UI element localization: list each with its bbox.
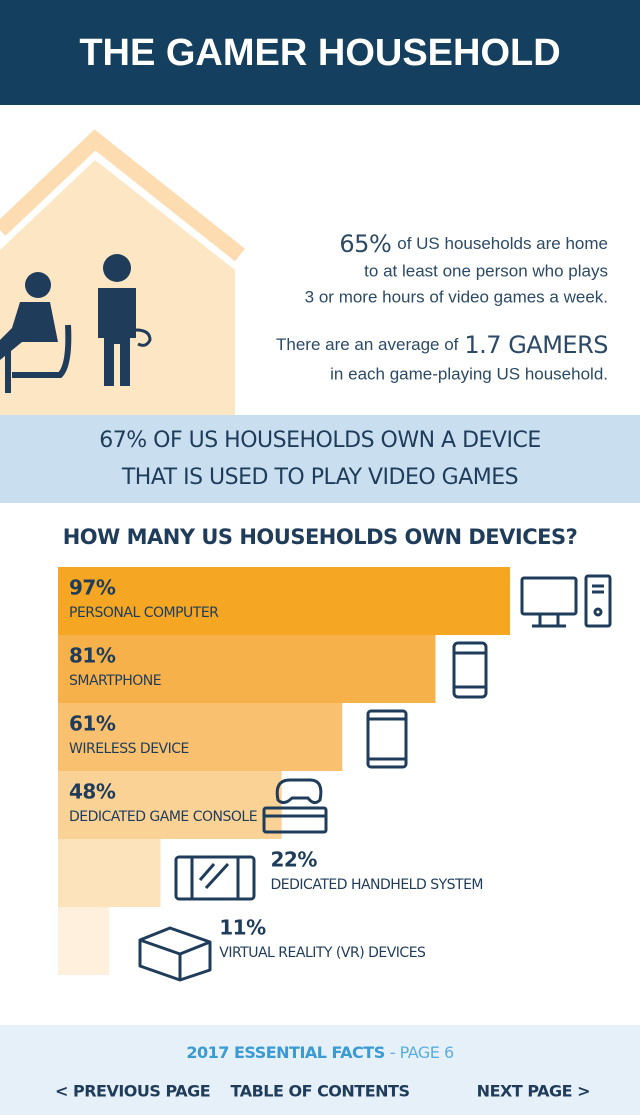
intro-line: to at least one person who plays	[364, 261, 608, 280]
house-illustration	[0, 129, 245, 415]
footer-page: 2017 ESSENTIAL FACTS - PAGE 6	[186, 1043, 454, 1062]
value-label: 61%	[69, 712, 116, 736]
category-label: DEDICATED HANDHELD SYSTEM	[271, 877, 484, 893]
next-link[interactable]: NEXT PAGE >	[477, 1082, 591, 1101]
intro-text: There are an average of	[276, 335, 459, 354]
device-icons	[138, 574, 612, 982]
category-label: DEDICATED GAME CONSOLE	[69, 809, 257, 825]
edition: 2017 ESSENTIAL FACTS	[186, 1043, 384, 1062]
intro-text: of US households are home	[397, 234, 608, 253]
bar	[58, 907, 110, 975]
bar	[58, 703, 343, 771]
category-label: VIRTUAL REALITY (VR) DEVICES	[219, 945, 426, 961]
toc-link[interactable]: TABLE OF CONTENTS	[231, 1082, 410, 1101]
bar	[58, 771, 282, 839]
bar	[58, 839, 161, 907]
intro-line: 3 or more hours of video games a week.	[305, 287, 608, 306]
value-label: 48%	[69, 780, 116, 804]
value-label: 81%	[69, 644, 116, 668]
chart-title: HOW MANY US HOUSEHOLDS OWN DEVICES?	[63, 525, 578, 549]
bar-chart: 97% PERSONAL COMPUTER 81% SMARTPHONE 61% WIRE…	[58, 567, 511, 975]
category-label: WIRELESS DEVICE	[69, 741, 189, 757]
intro-line: There are an average of 1.7 GAMERS	[276, 331, 608, 359]
header-bg	[0, 0, 640, 105]
value-label: 22%	[271, 848, 318, 872]
value-label: 11%	[219, 916, 266, 940]
banner-text: 67% OF US HOUSEHOLDS OWN A DEVICE	[99, 428, 540, 453]
intro-line: 65% of US households are home	[339, 230, 608, 258]
value-label: 97%	[69, 576, 116, 600]
banner-text: THAT IS USED TO PLAY VIDEO GAMES	[121, 465, 518, 490]
stat: 65%	[339, 230, 391, 258]
banner-bg	[0, 415, 640, 503]
bar	[58, 567, 511, 635]
intro-line: in each game-playing US household.	[330, 364, 608, 383]
footer-bg	[0, 1025, 640, 1115]
category-label: SMARTPHONE	[69, 673, 161, 689]
page-number: - PAGE 6	[390, 1043, 454, 1062]
prev-link[interactable]: < PREVIOUS PAGE	[55, 1082, 211, 1101]
category-label: PERSONAL COMPUTER	[69, 605, 219, 621]
stat: 1.7 GAMERS	[464, 331, 608, 359]
page-title: THE GAMER HOUSEHOLD	[79, 32, 560, 74]
bar	[58, 635, 436, 703]
